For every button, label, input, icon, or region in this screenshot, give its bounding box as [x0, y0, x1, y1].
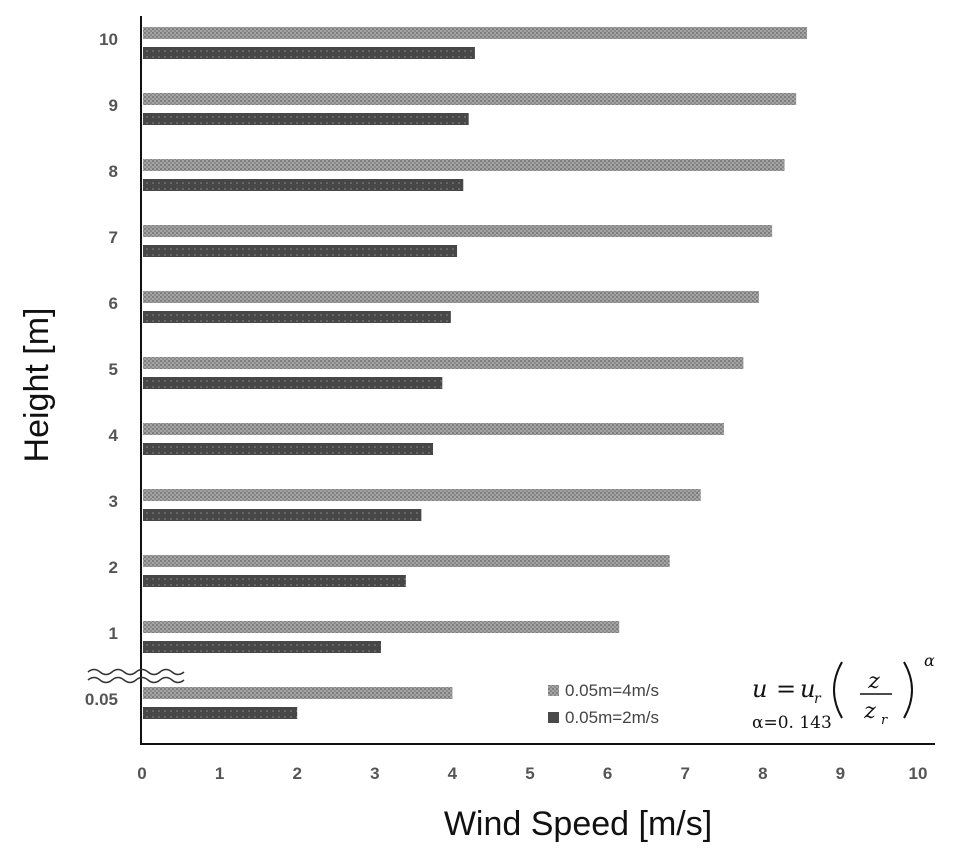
x-tick-label: 5 [525, 764, 534, 783]
x-tick-label: 6 [603, 764, 612, 783]
bar-series-1-height-2 [143, 575, 406, 587]
y-tick-label: 1 [109, 624, 118, 643]
legend-label-series-1: 0.05m=2m/s [565, 708, 659, 727]
y-tick-label: 4 [109, 426, 119, 445]
x-tick-label: 0 [137, 764, 146, 783]
x-tick-label: 4 [448, 764, 458, 783]
y-tick-label: 9 [109, 96, 118, 115]
bar-series-0-height-6 [143, 291, 759, 303]
bar-series-0-height-3 [143, 489, 701, 501]
formula-left-paren [833, 661, 843, 719]
bar-series-0-height-10 [143, 27, 808, 39]
y-tick-label: 7 [109, 228, 118, 247]
y-tick-label: 10 [99, 30, 118, 49]
y-tick-label: 0.05 [85, 690, 118, 709]
y-tick-label: 8 [109, 162, 118, 181]
x-tick-label: 1 [215, 764, 224, 783]
x-tick-label: 2 [292, 764, 301, 783]
legend: 0.05m=4m/s 0.05m=2m/s [548, 681, 659, 727]
wind-profile-formula: u = u r z z r α α=0. 143 [752, 651, 935, 733]
series-0-bars [143, 27, 808, 699]
bar-series-1-height-1 [143, 641, 382, 653]
y-tick-label: 5 [109, 360, 118, 379]
bar-series-0-height-9 [143, 93, 797, 105]
x-tick-labels: 0 1 2 3 4 5 6 7 8 9 10 [137, 764, 927, 783]
formula-equals: = [776, 675, 796, 703]
bar-series-0-height-1 [143, 621, 620, 633]
axis-break-mark [87, 668, 185, 684]
formula-denominator-subscript: r [881, 713, 888, 728]
alpha-value-label: α=0. 143 [752, 713, 832, 733]
x-tick-label: 7 [680, 764, 689, 783]
formula-exponent: α [924, 651, 935, 670]
series-1-bars [143, 47, 475, 719]
x-tick-label: 3 [370, 764, 379, 783]
x-tick-label: 10 [909, 764, 928, 783]
legend-swatch-series-0 [548, 685, 559, 696]
formula-ur-subscript: r [814, 691, 822, 707]
y-axis-title: Height [m] [18, 308, 56, 463]
x-axis-title: Wind Speed [m/s] [444, 805, 712, 843]
y-tick-label: 2 [109, 558, 118, 577]
bar-series-1-height-5 [143, 377, 443, 389]
legend-swatch-series-1 [548, 712, 559, 723]
bar-series-0-height-5 [143, 357, 744, 369]
bar-series-1-height-8 [143, 179, 464, 191]
y-tick-labels: 0.05 1 2 3 4 5 6 7 8 9 10 [85, 30, 119, 709]
y-tick-label: 3 [109, 492, 118, 511]
bar-series-0-height-8 [143, 159, 785, 171]
bar-series-1-height-4 [143, 443, 433, 455]
bar-series-1-height-10 [143, 47, 475, 59]
bar-series-0-height-2 [143, 555, 670, 567]
formula-u: u [752, 675, 767, 703]
bar-series-1-height-6 [143, 311, 451, 323]
bar-series-1-height-0.05 [143, 707, 298, 719]
y-tick-label: 6 [109, 294, 118, 313]
bar-series-1-height-7 [143, 245, 458, 257]
bar-series-0-height-0.05 [143, 687, 453, 699]
x-tick-label: 8 [758, 764, 767, 783]
bar-series-1-height-9 [143, 113, 469, 125]
x-tick-label: 9 [836, 764, 845, 783]
bar-series-0-height-4 [143, 423, 724, 435]
formula-ur: u [800, 675, 815, 703]
formula-right-paren [903, 661, 913, 719]
formula-denominator: z [863, 699, 876, 724]
formula-numerator: z [867, 669, 880, 694]
bar-series-0-height-7 [143, 225, 773, 237]
bar-series-1-height-3 [143, 509, 422, 521]
legend-label-series-0: 0.05m=4m/s [565, 681, 659, 700]
